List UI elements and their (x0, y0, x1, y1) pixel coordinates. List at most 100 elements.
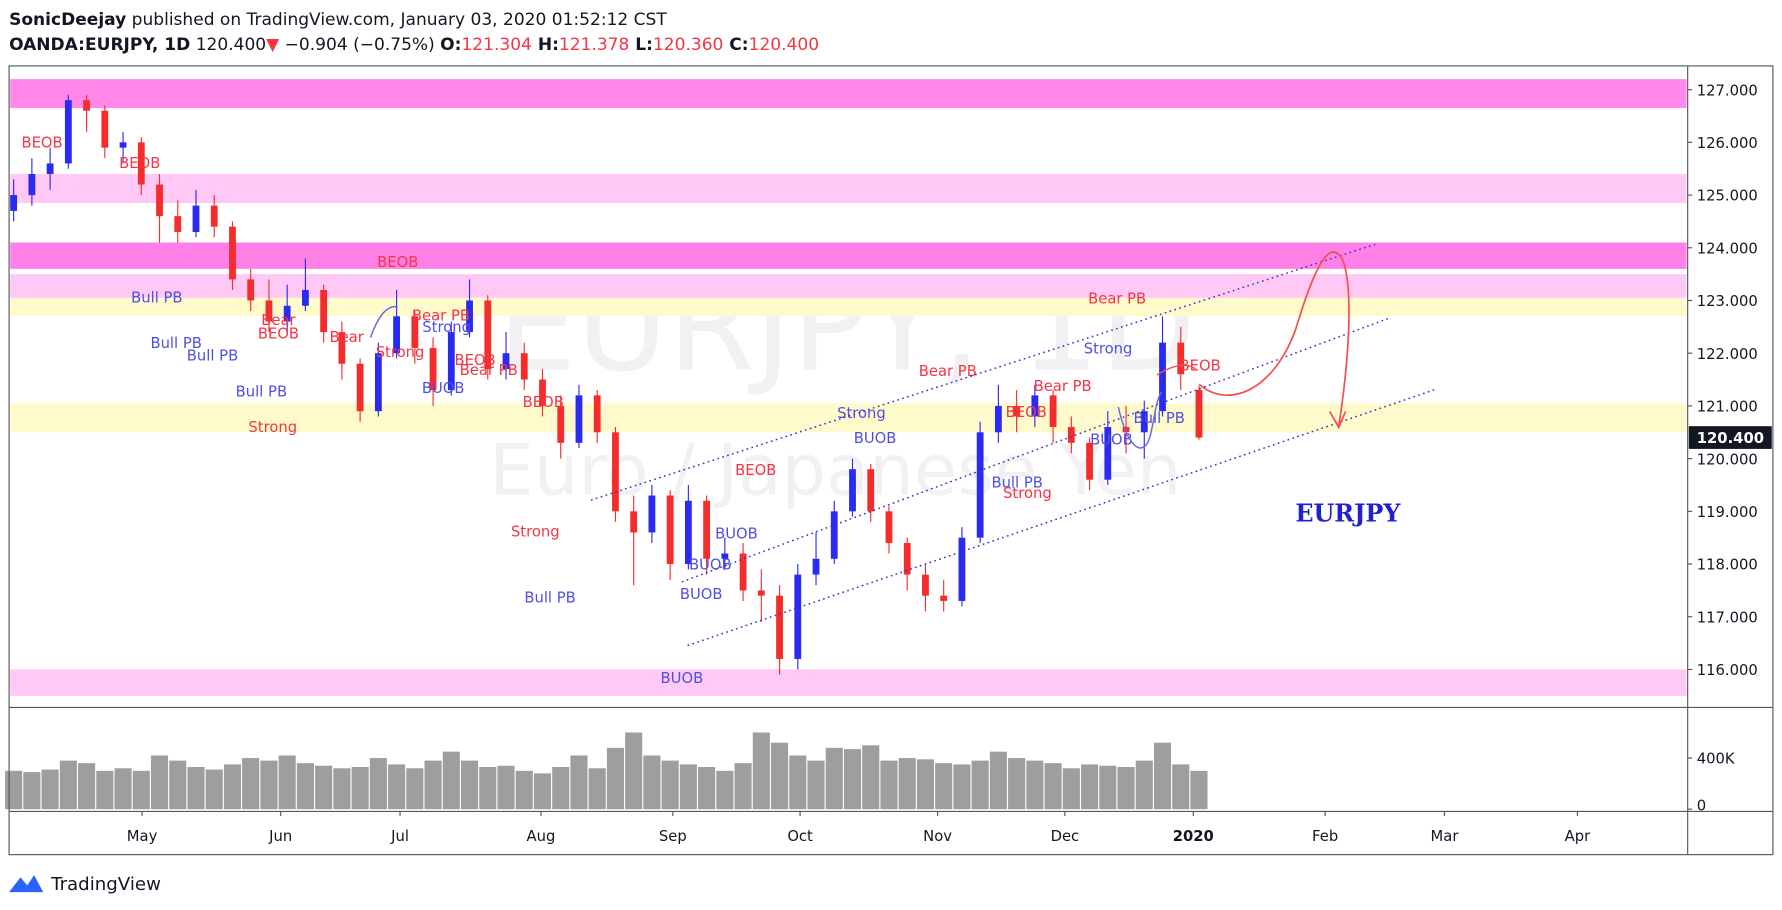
pattern-label: Strong (248, 419, 297, 436)
volume-bar (588, 768, 606, 810)
pattern-label: Bear (261, 312, 296, 329)
pattern-label: Bull PB (991, 475, 1042, 492)
y-tick-label: 126.000 (1697, 135, 1758, 152)
candle-body (903, 542, 911, 575)
candle-body (593, 395, 601, 433)
drawings (369, 243, 1435, 647)
candle-body (502, 353, 510, 370)
volume-bar (205, 769, 223, 810)
candle-body (156, 184, 163, 217)
volume-bar (734, 763, 752, 810)
candle-body (10, 195, 18, 211)
volume-bar (497, 765, 515, 810)
volume-bar (388, 764, 406, 810)
candle-body (302, 289, 309, 306)
y-tick-label: 121.000 (1697, 399, 1758, 416)
pattern-curve (1156, 364, 1197, 376)
x-tick-label: Apr (1565, 828, 1591, 845)
volume-bar (971, 760, 989, 810)
x-tick-label: Nov (923, 828, 952, 845)
y-tick-label: 122.000 (1697, 346, 1758, 363)
pattern-label: BEOB (1180, 358, 1221, 375)
candle-body (192, 205, 200, 232)
candle-body (46, 163, 54, 174)
volume-bar (916, 759, 934, 810)
forecast-arrow (1198, 251, 1350, 427)
volume-bar (552, 766, 570, 810)
candle-body (630, 511, 638, 533)
volume-bar (698, 766, 716, 810)
y-tick-label: 125.000 (1697, 188, 1758, 205)
volume-bar (187, 766, 205, 810)
candle-body (648, 495, 656, 533)
volume-bar (716, 770, 734, 810)
pattern-label: Strong (1084, 340, 1133, 357)
pattern-label: BUOB (1090, 431, 1133, 448)
candle-body (466, 300, 473, 333)
volume-bar (953, 764, 971, 810)
x-tick-label: Mar (1431, 828, 1460, 845)
arrow-head (1328, 410, 1347, 430)
y-tick-label: 117.000 (1697, 609, 1758, 626)
candle-body (374, 353, 382, 412)
pattern-label: Bull PB (131, 289, 182, 306)
zone (10, 173, 1687, 203)
y-tick-label: 124.000 (1697, 240, 1758, 257)
candle-body (83, 100, 90, 111)
candle-body (1140, 411, 1148, 433)
last-price: 120.400 (190, 35, 266, 55)
candle-body (210, 205, 218, 227)
pattern-label: BEOB (1006, 404, 1047, 421)
volume-bar (260, 760, 278, 810)
pattern-curve (369, 305, 398, 338)
pattern-label: Bear (329, 329, 364, 346)
logo-icon (9, 875, 44, 893)
pattern-label: Bear PB (919, 363, 977, 380)
candle-body (283, 305, 291, 322)
ohlc-key: O: (440, 35, 461, 55)
candle-body (1177, 342, 1185, 375)
pattern-label: Strong (511, 523, 560, 540)
volume-bar (296, 763, 314, 810)
pattern-label: BEOB (119, 155, 160, 172)
ohlc-key: C: (723, 35, 748, 55)
volume-bar (315, 765, 333, 810)
candle-body (1013, 405, 1021, 417)
candle-body (776, 595, 783, 659)
volume-bar (807, 760, 825, 810)
zone (10, 403, 1687, 433)
header-line-2: OANDA:EURJPY, 1D 120.400▼ −0.904 (−0.75%… (9, 35, 819, 55)
author: SonicDeejay (9, 10, 126, 30)
candle-body (940, 595, 948, 601)
volume-bar (825, 747, 843, 810)
candle-body (885, 511, 893, 543)
pattern-label: Bull PB (187, 347, 238, 364)
zone (10, 242, 1687, 269)
ohlc-value: 120.360 (653, 35, 723, 55)
pattern-label: Strong (422, 319, 471, 336)
y-tick-label: 127.000 (1697, 82, 1758, 99)
ohlc-value: 121.304 (461, 35, 531, 55)
candle-body (958, 537, 966, 601)
candle-body (1067, 427, 1075, 443)
watermark-sub: Euro / Japanese Yen (489, 429, 1181, 511)
candle-body (1086, 442, 1093, 480)
candle-body (666, 495, 674, 565)
y-tick-label: 123.000 (1697, 293, 1758, 310)
y-tick-label: 116.000 (1697, 662, 1758, 679)
candle-body (830, 511, 838, 559)
pattern-label: BEOB (523, 394, 564, 411)
volume-bar (406, 768, 424, 810)
volume-bar (479, 766, 497, 810)
volume-bar (1062, 768, 1080, 810)
volume-bar (1153, 742, 1172, 810)
header-line-1: SonicDeejay published on TradingView.com… (9, 10, 667, 30)
volume-bar (898, 758, 916, 810)
published: published on TradingView.com, January 03… (126, 10, 667, 30)
volume-bar (424, 760, 442, 810)
pattern-label: Bear PB (412, 307, 470, 324)
volume-bar (515, 770, 533, 810)
candle-body (393, 316, 401, 354)
